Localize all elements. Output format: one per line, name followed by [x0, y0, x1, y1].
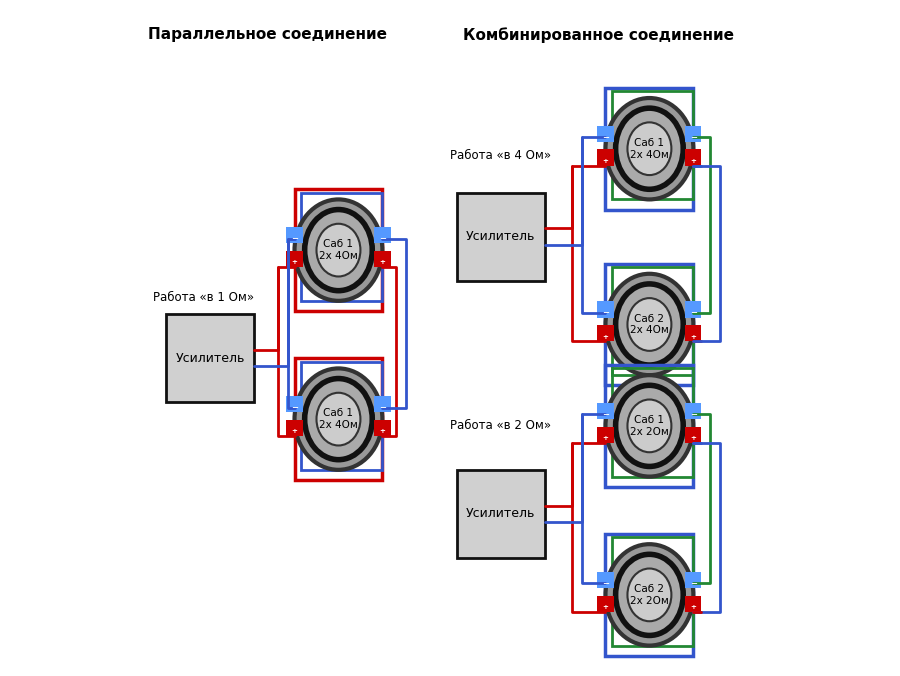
Bar — [685, 149, 701, 166]
Bar — [606, 264, 693, 385]
Text: +: + — [292, 260, 298, 265]
Bar — [598, 572, 614, 588]
Text: +: + — [602, 158, 608, 164]
Bar — [294, 358, 382, 480]
Ellipse shape — [294, 199, 382, 301]
Text: −: − — [602, 132, 609, 142]
Bar — [606, 88, 693, 210]
Bar — [302, 193, 382, 301]
Bar — [374, 251, 391, 267]
Text: −: − — [291, 234, 298, 243]
Bar — [286, 420, 302, 436]
FancyBboxPatch shape — [166, 314, 254, 402]
Bar — [685, 596, 701, 612]
Ellipse shape — [606, 274, 693, 375]
Text: Работа «в 4 Ом»: Работа «в 4 Ом» — [450, 149, 551, 162]
Bar — [598, 427, 614, 443]
Bar — [598, 301, 614, 318]
Text: Комбинированное соединение: Комбинированное соединение — [464, 27, 734, 43]
Text: +: + — [602, 435, 608, 441]
Ellipse shape — [616, 385, 683, 466]
Text: −: − — [379, 234, 386, 243]
Ellipse shape — [606, 98, 693, 199]
Bar — [606, 365, 693, 487]
Text: Параллельное соединение: Параллельное соединение — [148, 27, 387, 42]
Ellipse shape — [616, 554, 683, 635]
Bar — [598, 126, 614, 142]
Bar — [286, 251, 302, 267]
Text: Саб 1
2х 4Ом: Саб 1 2х 4Ом — [630, 138, 669, 160]
Bar — [685, 427, 701, 443]
FancyBboxPatch shape — [457, 470, 544, 558]
Bar — [598, 403, 614, 419]
Ellipse shape — [606, 544, 693, 646]
Ellipse shape — [294, 368, 382, 470]
Ellipse shape — [627, 569, 671, 621]
Ellipse shape — [317, 393, 360, 445]
Text: Саб 1
2х 4Ом: Саб 1 2х 4Ом — [320, 239, 358, 261]
Ellipse shape — [616, 108, 683, 189]
Bar — [606, 534, 693, 656]
Bar — [685, 126, 701, 142]
Text: −: − — [291, 403, 298, 412]
Ellipse shape — [627, 400, 671, 452]
Bar — [612, 91, 693, 199]
Text: Усилитель: Усилитель — [176, 352, 245, 365]
Bar — [685, 301, 701, 318]
Bar — [374, 227, 391, 243]
Text: +: + — [690, 604, 697, 610]
Text: Работа «в 1 Ом»: Работа «в 1 Ом» — [153, 291, 254, 304]
Text: +: + — [380, 260, 385, 265]
FancyBboxPatch shape — [457, 193, 544, 281]
Bar — [598, 325, 614, 341]
Bar — [374, 396, 391, 412]
Ellipse shape — [627, 298, 671, 351]
Bar — [286, 227, 302, 243]
Ellipse shape — [616, 284, 683, 365]
Text: Саб 1
2х 4Ом: Саб 1 2х 4Ом — [320, 408, 358, 430]
Text: −: − — [602, 308, 609, 318]
Text: −: − — [690, 132, 697, 142]
Bar — [685, 403, 701, 419]
Bar — [685, 325, 701, 341]
Text: −: − — [602, 410, 609, 419]
Text: Саб 2
2х 2Ом: Саб 2 2х 2Ом — [630, 584, 669, 606]
Bar — [612, 368, 693, 477]
Text: Усилитель: Усилитель — [466, 230, 536, 243]
Text: +: + — [690, 435, 697, 441]
Bar — [374, 420, 391, 436]
Text: Усилитель: Усилитель — [466, 507, 536, 521]
Ellipse shape — [305, 379, 373, 460]
Bar — [612, 267, 693, 375]
Bar — [598, 149, 614, 166]
Bar — [685, 572, 701, 588]
Text: +: + — [380, 429, 385, 434]
Ellipse shape — [317, 224, 360, 276]
Text: −: − — [690, 308, 697, 318]
Text: Саб 2
2х 4Ом: Саб 2 2х 4Ом — [630, 314, 669, 335]
Text: −: − — [602, 579, 609, 588]
Ellipse shape — [305, 210, 373, 291]
Text: −: − — [690, 579, 697, 588]
Bar — [302, 362, 382, 470]
Ellipse shape — [627, 122, 671, 175]
Bar — [598, 596, 614, 612]
Bar — [612, 537, 693, 646]
Text: +: + — [690, 158, 697, 164]
Text: +: + — [602, 604, 608, 610]
Text: Работа «в 2 Ом»: Работа «в 2 Ом» — [450, 419, 551, 432]
Text: Саб 1
2х 2Ом: Саб 1 2х 2Ом — [630, 415, 669, 437]
Bar — [286, 396, 302, 412]
Text: +: + — [690, 334, 697, 339]
Text: +: + — [602, 334, 608, 339]
Text: −: − — [690, 410, 697, 419]
Bar — [294, 189, 382, 311]
Text: −: − — [379, 403, 386, 412]
Text: +: + — [292, 429, 298, 434]
Ellipse shape — [606, 375, 693, 477]
